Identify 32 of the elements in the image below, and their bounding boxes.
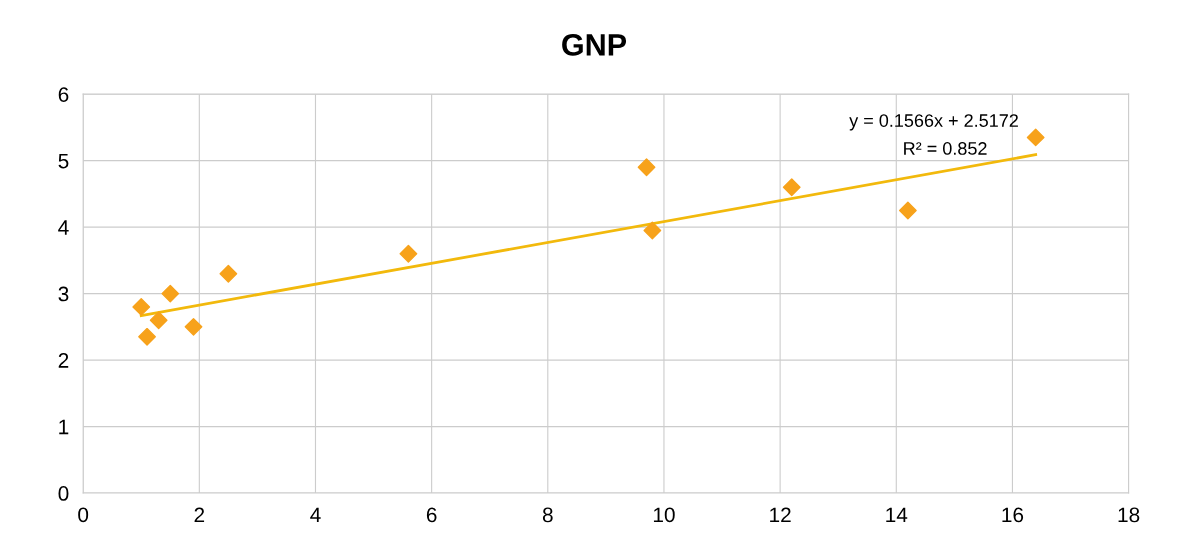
- x-tick-label: 10: [653, 507, 675, 523]
- x-tick-label: 16: [1002, 507, 1024, 523]
- point: [637, 158, 656, 177]
- y-tick-label: 2: [58, 353, 69, 368]
- chart-title: GNP: [562, 34, 627, 56]
- point: [184, 317, 203, 336]
- point: [898, 201, 917, 220]
- x-tick-label: 8: [542, 507, 553, 523]
- point: [219, 264, 238, 283]
- x-tick-label: 2: [194, 507, 205, 523]
- annotation: y = 0.1566x + 2.5172: [849, 114, 1018, 131]
- y-tick-label: 3: [58, 286, 69, 302]
- point: [149, 311, 168, 330]
- point: [782, 178, 801, 197]
- x-tick-label: 6: [426, 507, 437, 523]
- y-tick-label: 1: [59, 419, 69, 435]
- point: [161, 284, 180, 303]
- y-tick-label: 6: [58, 87, 69, 102]
- x-tick-label: 4: [310, 507, 321, 523]
- point: [138, 327, 156, 346]
- x-tick-label: 14: [886, 507, 908, 523]
- annotation: R² = 0.852: [904, 142, 987, 155]
- y-tick-label: 4: [58, 220, 69, 235]
- x-tick-label: 0: [78, 507, 89, 523]
- point: [1026, 128, 1045, 147]
- y-tick-label: 5: [58, 153, 69, 169]
- point: [132, 298, 151, 316]
- x-tick-label: 18: [1118, 507, 1140, 523]
- x-tick-label: 12: [770, 507, 791, 523]
- point: [399, 244, 418, 263]
- point: [643, 221, 662, 240]
- y-tick-label: 0: [58, 486, 69, 501]
